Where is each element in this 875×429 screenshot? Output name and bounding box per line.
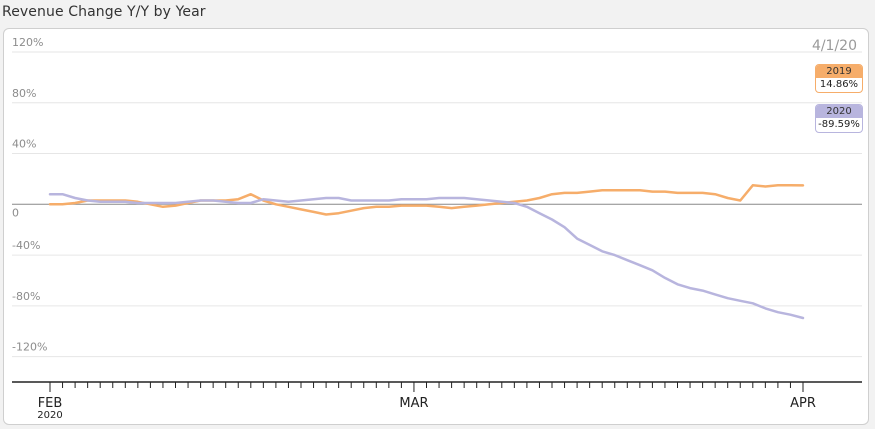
y-tick-label: 0 (12, 206, 19, 219)
tooltip-2020: 2020 -89.59% (815, 104, 863, 133)
y-tick-label: 40% (12, 138, 36, 151)
hover-date: 4/1/20 (811, 38, 857, 54)
x-tick-label: FEB (38, 396, 63, 411)
gridlines (12, 51, 862, 358)
tooltip-2019: 2019 14.86% (815, 64, 863, 93)
tooltip-2019-value: 14.86% (819, 79, 859, 90)
series-line-2020[interactable] (48, 192, 805, 320)
tooltip-2020-value: -89.59% (818, 119, 860, 130)
series-lines (48, 184, 805, 320)
y-tick-label: -40% (12, 239, 40, 252)
x-tick-sublabel: 2020 (37, 410, 62, 421)
chart-panel[interactable] (3, 28, 869, 425)
y-tick-label: -80% (12, 290, 40, 303)
x-tick-label: APR (790, 396, 816, 411)
x-tick-label: MAR (399, 396, 428, 411)
y-tick-label: 80% (12, 87, 36, 100)
y-axis: 120% 80% 40% 0 -40% -80% -120% (12, 36, 47, 354)
y-tick-label: -120% (12, 341, 47, 354)
chart-title: Revenue Change Y/Y by Year (2, 4, 206, 20)
tooltip-2019-name: 2019 (816, 65, 862, 78)
y-tick-label: 120% (12, 36, 43, 49)
series-line-2019[interactable] (48, 184, 805, 216)
tooltip-2020-name: 2020 (816, 105, 862, 118)
